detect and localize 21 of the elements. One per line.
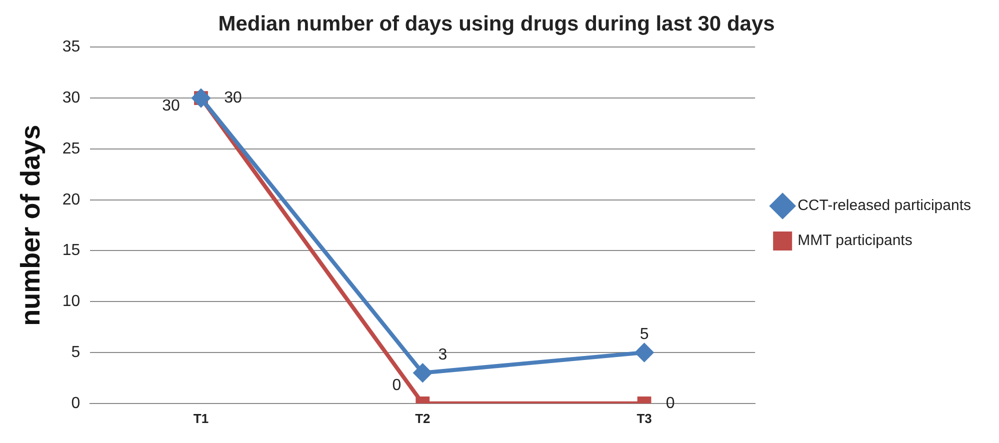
legend-label: MMT participants [798, 232, 912, 250]
y-tick-label: 20 [62, 191, 80, 208]
y-tick-label: 30 [62, 89, 80, 106]
data-label: 5 [640, 326, 649, 343]
data-label: 0 [392, 376, 402, 394]
data-label: 30 [162, 97, 180, 114]
y-tick-label: 15 [62, 242, 80, 260]
y-tick-label: 25 [62, 140, 80, 158]
y-tick-label: 0 [71, 394, 80, 412]
data-label: 3 [438, 346, 448, 364]
y-tick-label: 10 [62, 293, 80, 310]
x-tick-label: T3 [636, 410, 652, 426]
chart-title: Median number of days using drugs during last 30 days [218, 12, 775, 36]
data-label: 30 [224, 89, 242, 106]
x-tick-label: T1 [193, 410, 209, 426]
y-axis-title: number of days [16, 124, 46, 326]
y-tick-label: 5 [71, 344, 80, 361]
legend-label: CCT-released participants [798, 197, 972, 214]
data-label: 0 [666, 394, 675, 412]
x-tick-label: T2 [415, 410, 430, 426]
y-tick-label: 35 [62, 38, 80, 56]
